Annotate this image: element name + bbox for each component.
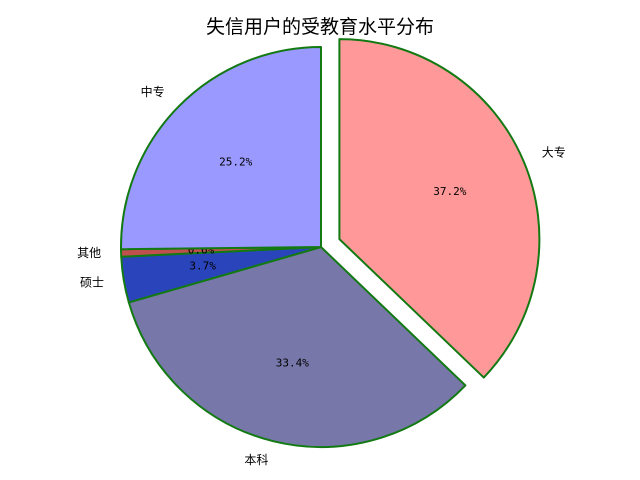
slice-percent-4: 25.2% bbox=[219, 156, 252, 169]
slice-label-2: 硕士 bbox=[80, 276, 104, 290]
pie-slice-0 bbox=[338, 38, 541, 379]
slice-label-4: 中专 bbox=[141, 84, 165, 99]
slice-label-0: 大专 bbox=[542, 144, 566, 159]
chart-title: 失信用户的受教育水平分布 bbox=[205, 16, 434, 38]
slice-label-3: 其他 bbox=[77, 246, 101, 260]
slice-percent-2: 3.7% bbox=[189, 260, 216, 273]
pie-slice-4 bbox=[120, 46, 322, 251]
pie-slice-1 bbox=[127, 246, 467, 448]
slice-percent-0: 37.2% bbox=[433, 185, 466, 198]
slice-label-1: 本科 bbox=[244, 453, 268, 467]
slice-percent-1: 33.4% bbox=[276, 357, 309, 370]
